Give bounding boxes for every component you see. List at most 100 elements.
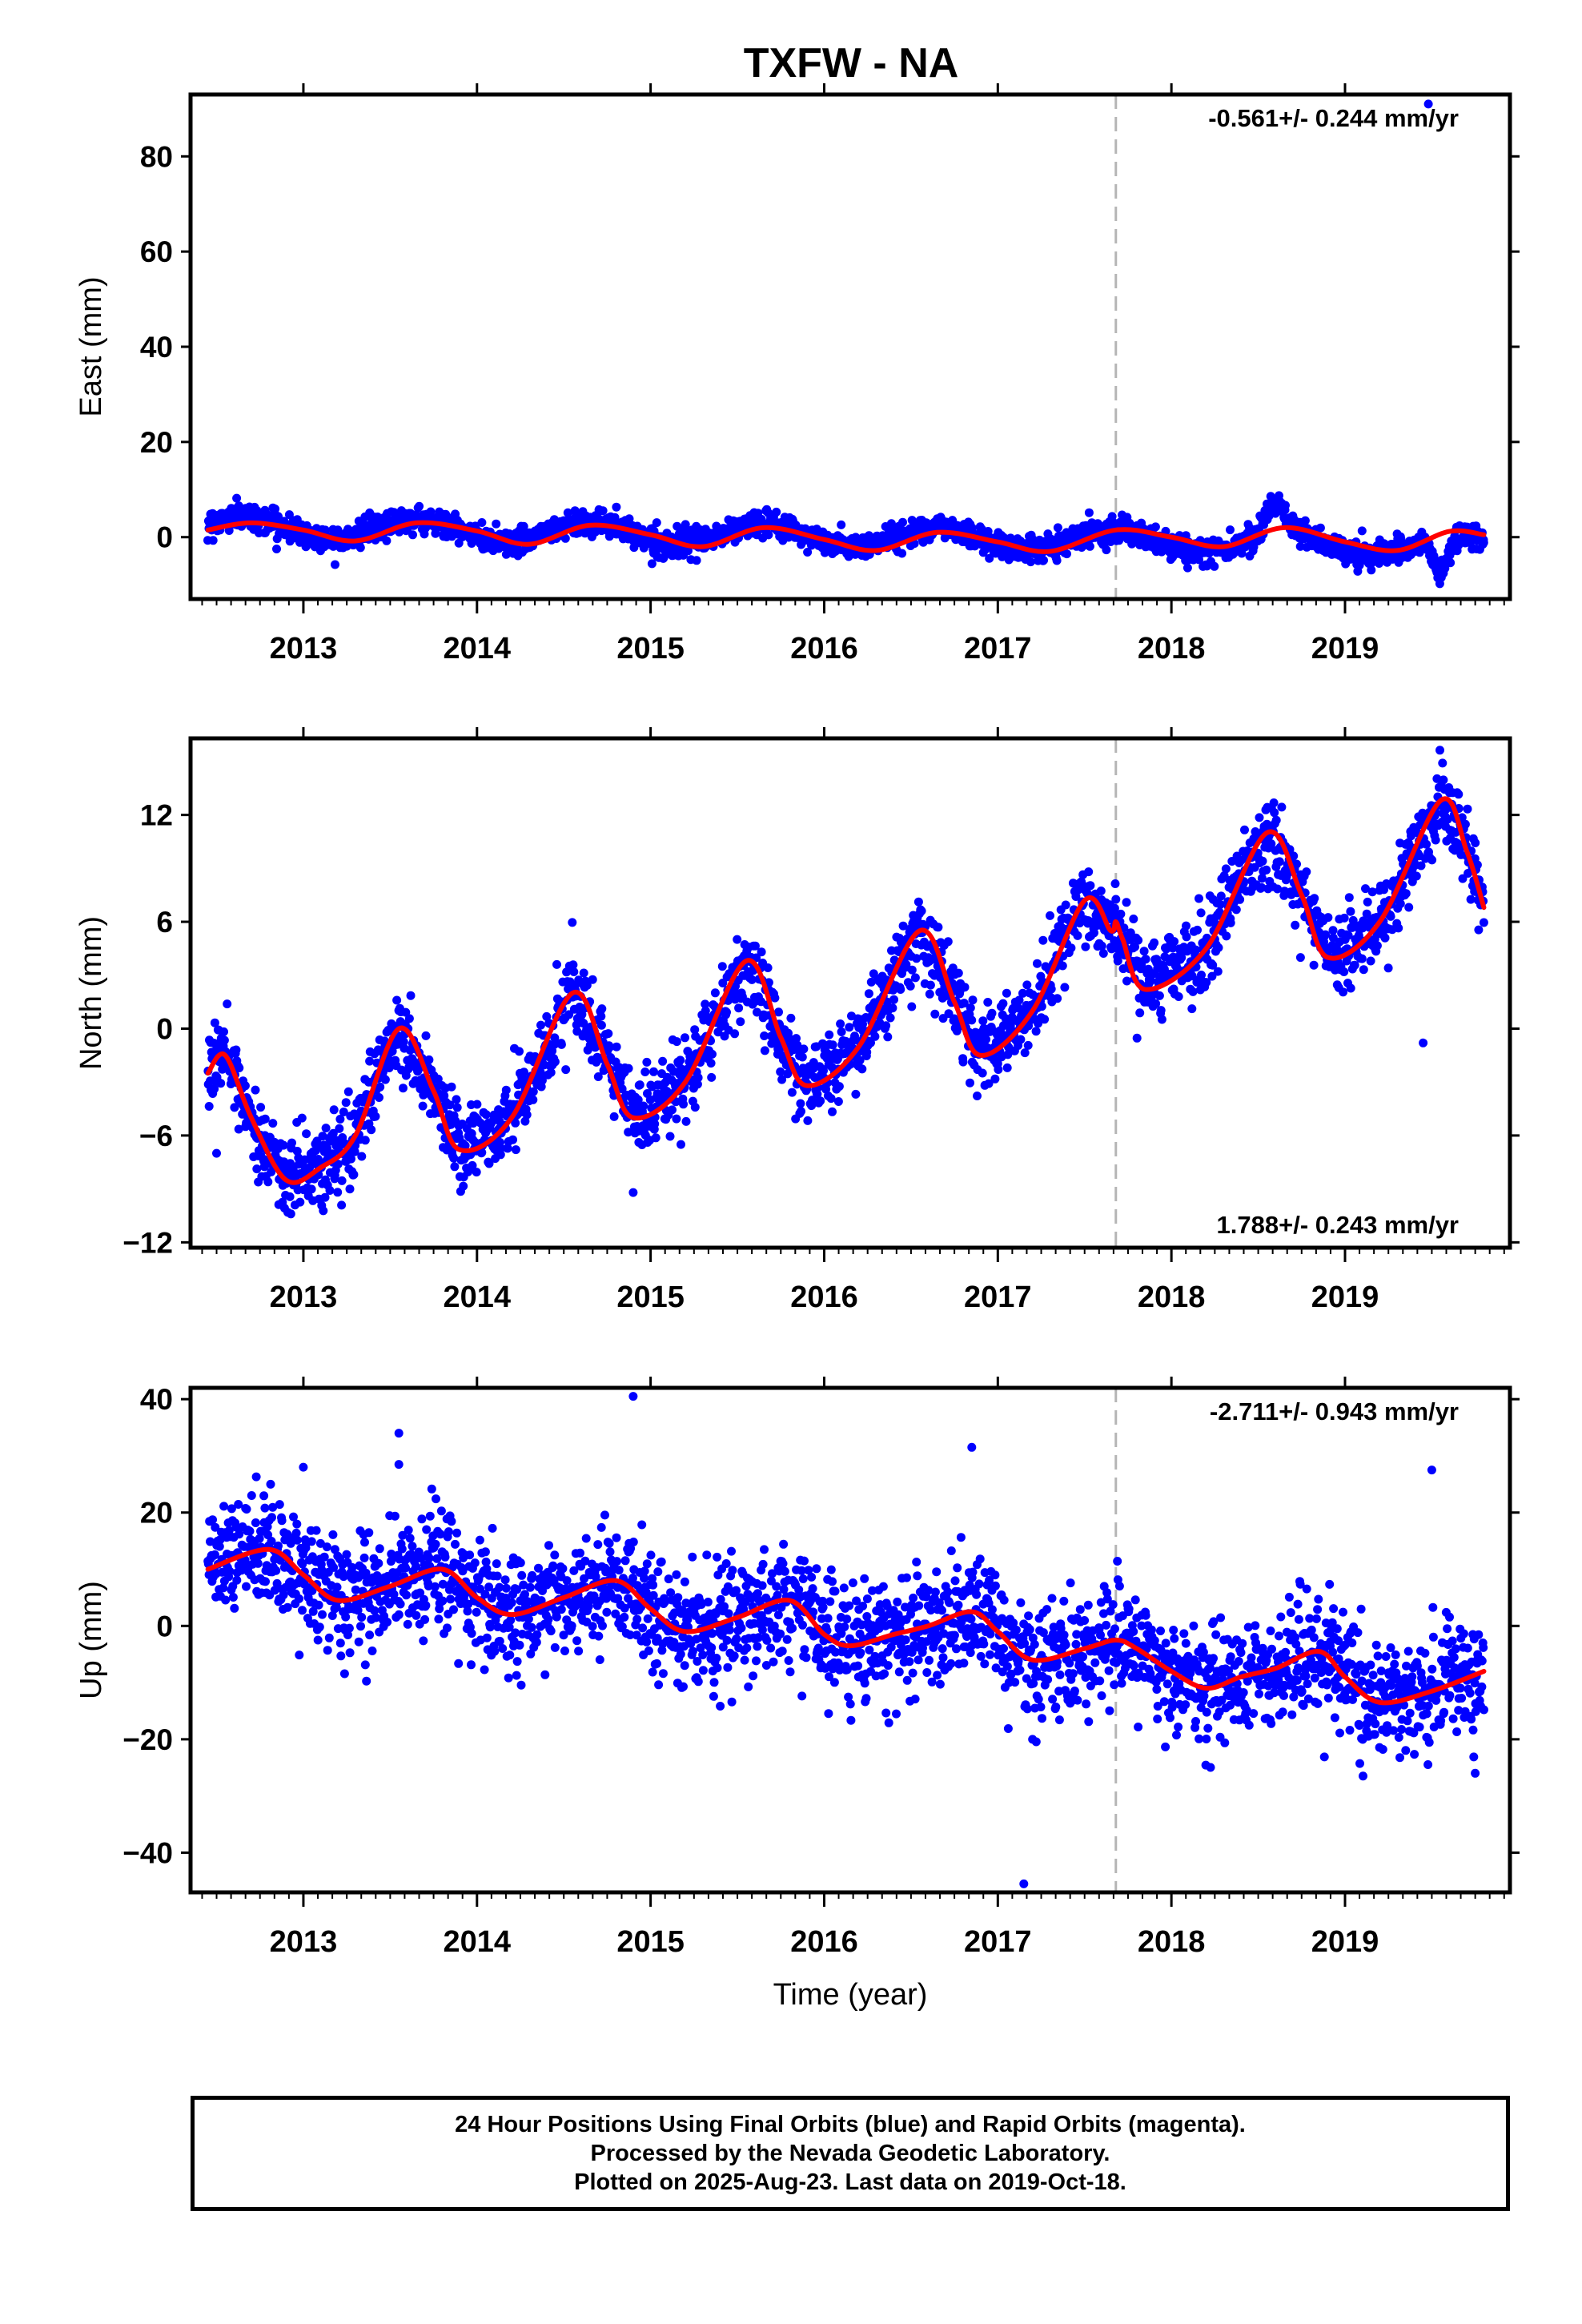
- data-point: [1139, 947, 1149, 956]
- y-tick-label: 0: [156, 1012, 173, 1045]
- data-point: [433, 1074, 443, 1084]
- data-point: [382, 536, 391, 545]
- data-point: [333, 1188, 343, 1197]
- data-point: [610, 513, 620, 522]
- data-point: [459, 1181, 468, 1191]
- data-point: [764, 530, 773, 540]
- data-point: [496, 1144, 506, 1153]
- data-point: [1328, 926, 1338, 935]
- data-point: [375, 1082, 385, 1092]
- data-point: [1359, 965, 1368, 975]
- data-point: [235, 1063, 244, 1072]
- data-point: [542, 1011, 552, 1021]
- data-point: [707, 1072, 717, 1082]
- data-point: [617, 1084, 627, 1094]
- data-point: [1291, 920, 1300, 930]
- data-point: [216, 1079, 226, 1088]
- data-point: [582, 980, 592, 990]
- data-point: [612, 502, 621, 512]
- data-point: [1410, 861, 1419, 870]
- data-point: [1081, 942, 1090, 951]
- data-point: [335, 1115, 345, 1124]
- data-point: [681, 520, 690, 529]
- data-point: [1151, 999, 1161, 1008]
- data-point: [1073, 931, 1082, 940]
- data-point: [642, 1057, 652, 1067]
- data-point: [1435, 746, 1444, 755]
- data-point: [1221, 864, 1231, 874]
- model-fit-line: [205, 520, 1487, 554]
- data-point: [1014, 995, 1024, 1005]
- data-point: [1210, 561, 1219, 571]
- data-point: [1090, 928, 1098, 938]
- data-point: [1315, 523, 1325, 533]
- data-point: [1174, 992, 1183, 1001]
- data-point: [365, 1056, 375, 1066]
- data-point: [866, 1038, 875, 1047]
- y-tick-label: 40: [140, 331, 173, 364]
- data-point: [320, 525, 330, 535]
- data-point: [563, 508, 572, 517]
- data-point: [1157, 1015, 1166, 1024]
- data-point: [1321, 930, 1331, 939]
- data-point: [978, 1068, 987, 1078]
- data-point: [404, 1014, 414, 1023]
- data-point: [857, 1064, 867, 1074]
- data-point: [870, 1031, 880, 1041]
- data-point: [833, 1097, 843, 1106]
- data-point: [1058, 961, 1067, 971]
- data-point: [1023, 1040, 1033, 1050]
- data-point: [1177, 953, 1186, 963]
- data-point: [1150, 938, 1159, 947]
- data-point: [323, 1144, 331, 1153]
- data-point: [1415, 548, 1424, 557]
- data-point: [424, 1055, 434, 1064]
- data-point: [347, 1154, 355, 1164]
- data-point: [337, 1200, 347, 1210]
- data-point: [1394, 923, 1403, 933]
- data-point: [943, 937, 953, 947]
- data-point: [598, 506, 608, 516]
- data-point: [1479, 918, 1488, 927]
- data-point: [1270, 808, 1279, 818]
- data-point: [1156, 1006, 1166, 1015]
- data-point: [828, 1040, 837, 1050]
- data-point: [556, 1039, 566, 1049]
- data-point: [325, 1186, 335, 1195]
- data-point: [1022, 980, 1032, 990]
- data-point: [335, 1124, 344, 1133]
- data-point: [210, 1084, 219, 1094]
- data-point: [408, 530, 417, 540]
- data-point: [1110, 879, 1120, 888]
- x-tick-label: 2015: [616, 1281, 685, 1314]
- data-point: [834, 1082, 844, 1092]
- data-point: [1037, 1002, 1046, 1011]
- data-point: [1446, 558, 1456, 568]
- data-point: [651, 1133, 661, 1143]
- data-point: [1302, 867, 1311, 877]
- data-point: [1066, 943, 1076, 953]
- data-point: [816, 1096, 825, 1106]
- data-point: [984, 1079, 994, 1088]
- data-point: [910, 973, 920, 983]
- data-point: [1255, 813, 1264, 822]
- x-tick-label: 2013: [270, 632, 338, 665]
- data-point: [1208, 960, 1218, 970]
- data-point: [665, 1132, 675, 1141]
- data-point: [1191, 945, 1201, 955]
- data-point: [511, 1118, 520, 1128]
- data-point: [597, 1004, 607, 1014]
- data-point: [1361, 884, 1370, 894]
- data-point: [1386, 911, 1395, 921]
- data-point: [392, 995, 402, 1005]
- data-point: [736, 1017, 745, 1027]
- data-point: [1346, 983, 1355, 993]
- data-point: [472, 1168, 481, 1177]
- data-point: [855, 1055, 865, 1065]
- data-point: [511, 1145, 520, 1155]
- data-point: [1226, 525, 1235, 535]
- data-point: [564, 1010, 574, 1019]
- data-point: [1367, 565, 1376, 575]
- data-point: [1240, 825, 1249, 834]
